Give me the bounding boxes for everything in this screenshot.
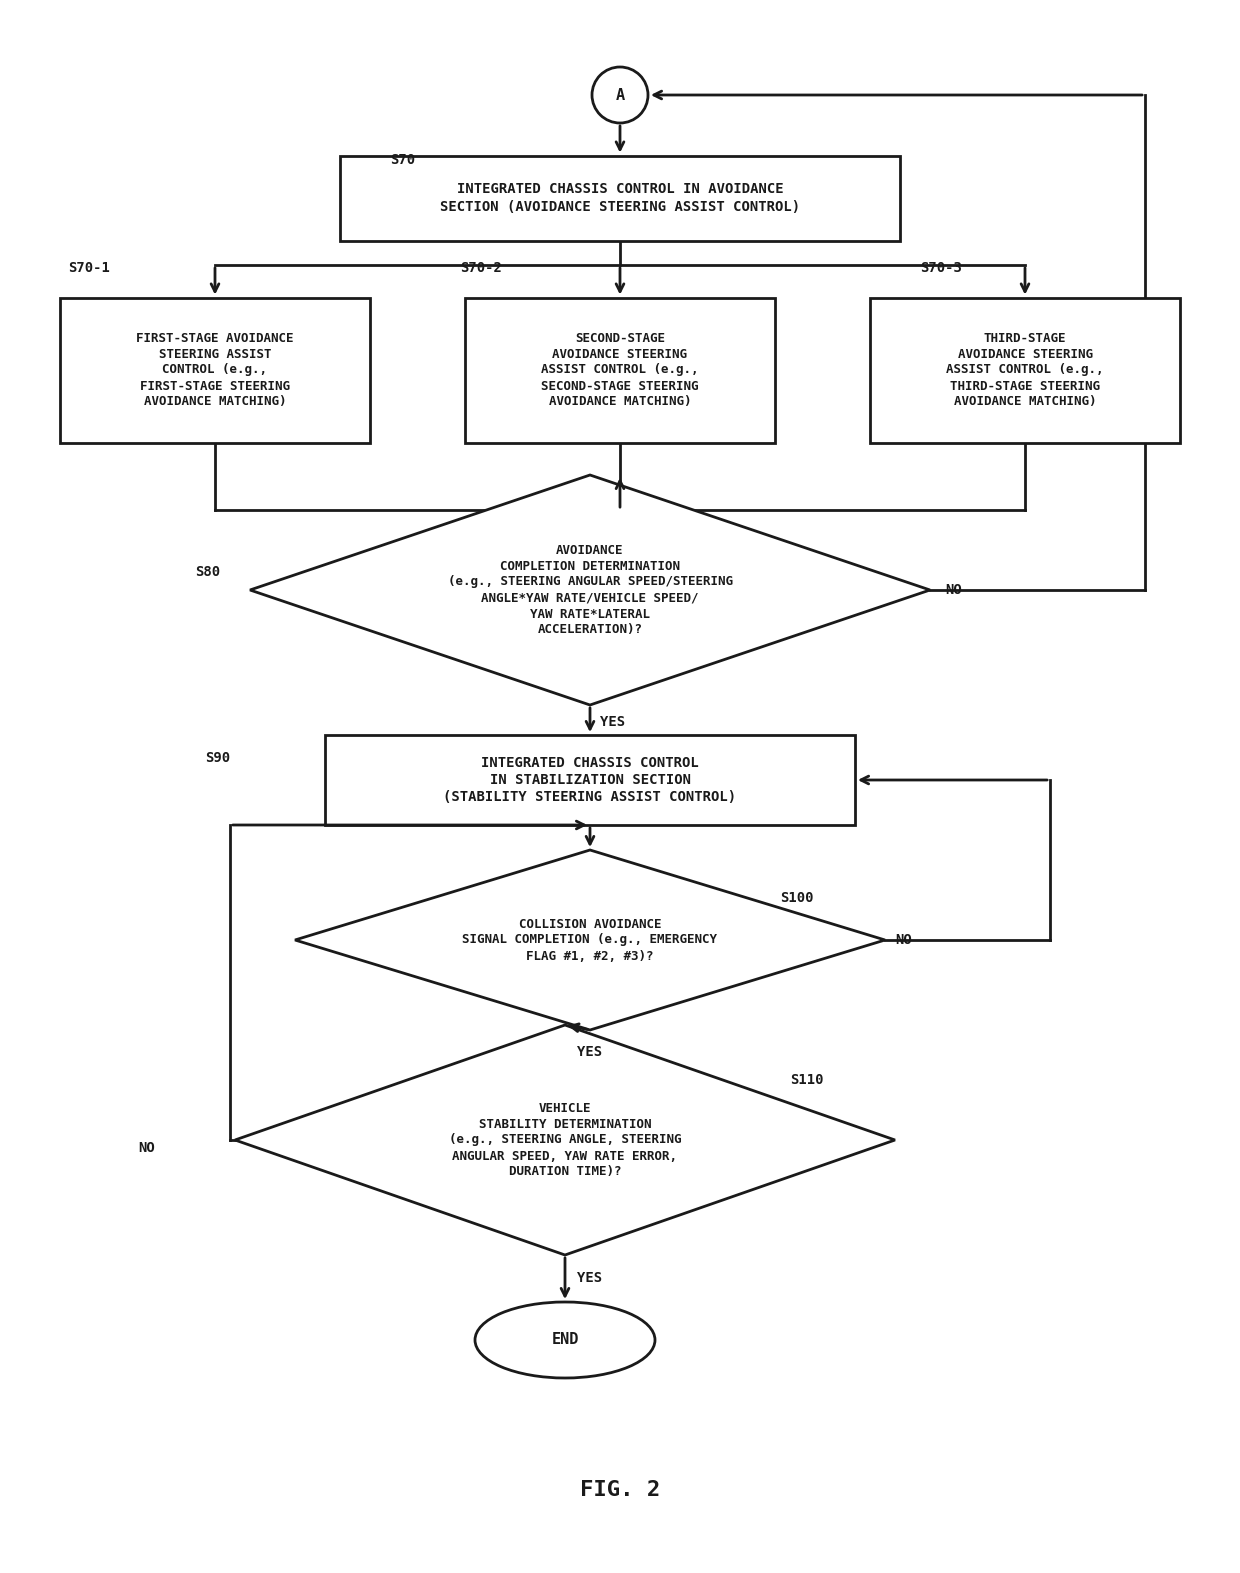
Text: NO: NO: [895, 933, 911, 947]
Text: S70-3: S70-3: [920, 261, 962, 275]
Text: AVOIDANCE
COMPLETION DETERMINATION
(e.g., STEERING ANGULAR SPEED/STEERING
ANGLE*: AVOIDANCE COMPLETION DETERMINATION (e.g.…: [448, 544, 733, 637]
Text: INTEGRATED CHASSIS CONTROL
IN STABILIZATION SECTION
(STABILITY STEERING ASSIST C: INTEGRATED CHASSIS CONTROL IN STABILIZAT…: [444, 755, 737, 804]
Text: FIG. 2: FIG. 2: [580, 1480, 660, 1501]
FancyBboxPatch shape: [465, 297, 775, 442]
FancyBboxPatch shape: [60, 297, 370, 442]
Text: NO: NO: [945, 584, 962, 598]
Text: INTEGRATED CHASSIS CONTROL IN AVOIDANCE
SECTION (AVOIDANCE STEERING ASSIST CONTR: INTEGRATED CHASSIS CONTROL IN AVOIDANCE …: [440, 182, 800, 214]
Text: THIRD-STAGE
AVOIDANCE STEERING
ASSIST CONTROL (e.g.,
THIRD-STAGE STEERING
AVOIDA: THIRD-STAGE AVOIDANCE STEERING ASSIST CO…: [946, 332, 1104, 409]
Polygon shape: [295, 849, 885, 1030]
Circle shape: [591, 68, 649, 123]
Text: S70: S70: [391, 153, 415, 167]
Text: S100: S100: [780, 890, 813, 904]
Text: S110: S110: [790, 1073, 823, 1087]
FancyBboxPatch shape: [325, 735, 856, 824]
Text: YES: YES: [577, 1044, 603, 1059]
Ellipse shape: [475, 1302, 655, 1378]
Text: END: END: [552, 1332, 579, 1348]
Text: A: A: [615, 88, 625, 102]
Polygon shape: [250, 475, 930, 705]
Text: S70-2: S70-2: [460, 261, 502, 275]
Text: S70-1: S70-1: [68, 261, 110, 275]
Text: YES: YES: [577, 1271, 603, 1285]
Text: SECOND-STAGE
AVOIDANCE STEERING
ASSIST CONTROL (e.g.,
SECOND-STAGE STEERING
AVOI: SECOND-STAGE AVOIDANCE STEERING ASSIST C…: [541, 332, 699, 409]
Text: VEHICLE
STABILITY DETERMINATION
(e.g., STEERING ANGLE, STEERING
ANGULAR SPEED, Y: VEHICLE STABILITY DETERMINATION (e.g., S…: [449, 1101, 681, 1178]
Polygon shape: [236, 1026, 895, 1255]
Text: FIRST-STAGE AVOIDANCE
STEERING ASSIST
CONTROL (e.g.,
FIRST-STAGE STEERING
AVOIDA: FIRST-STAGE AVOIDANCE STEERING ASSIST CO…: [136, 332, 294, 409]
Text: S90: S90: [205, 750, 231, 764]
FancyBboxPatch shape: [870, 297, 1180, 442]
FancyBboxPatch shape: [340, 156, 900, 241]
Text: YES: YES: [600, 716, 625, 728]
Text: S80: S80: [195, 565, 221, 579]
Text: COLLISION AVOIDANCE
SIGNAL COMPLETION (e.g., EMERGENCY
FLAG #1, #2, #3)?: COLLISION AVOIDANCE SIGNAL COMPLETION (e…: [463, 917, 718, 963]
Text: NO: NO: [138, 1140, 155, 1155]
